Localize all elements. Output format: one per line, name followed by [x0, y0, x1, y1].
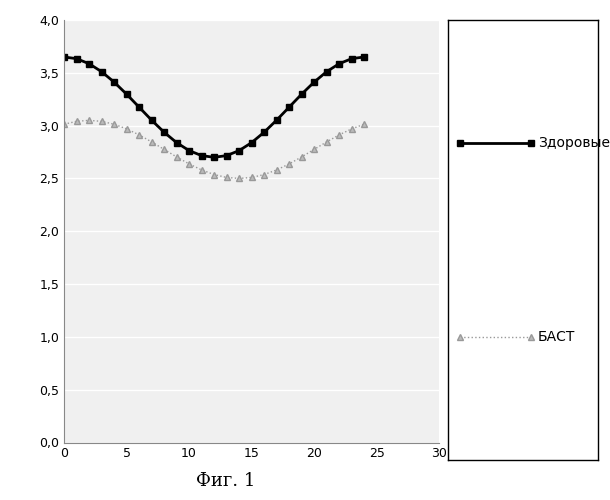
Text: БАСТ: БАСТ — [538, 330, 575, 344]
Text: Фиг. 1: Фиг. 1 — [196, 472, 256, 490]
Text: Здоровые: Здоровые — [538, 136, 610, 150]
